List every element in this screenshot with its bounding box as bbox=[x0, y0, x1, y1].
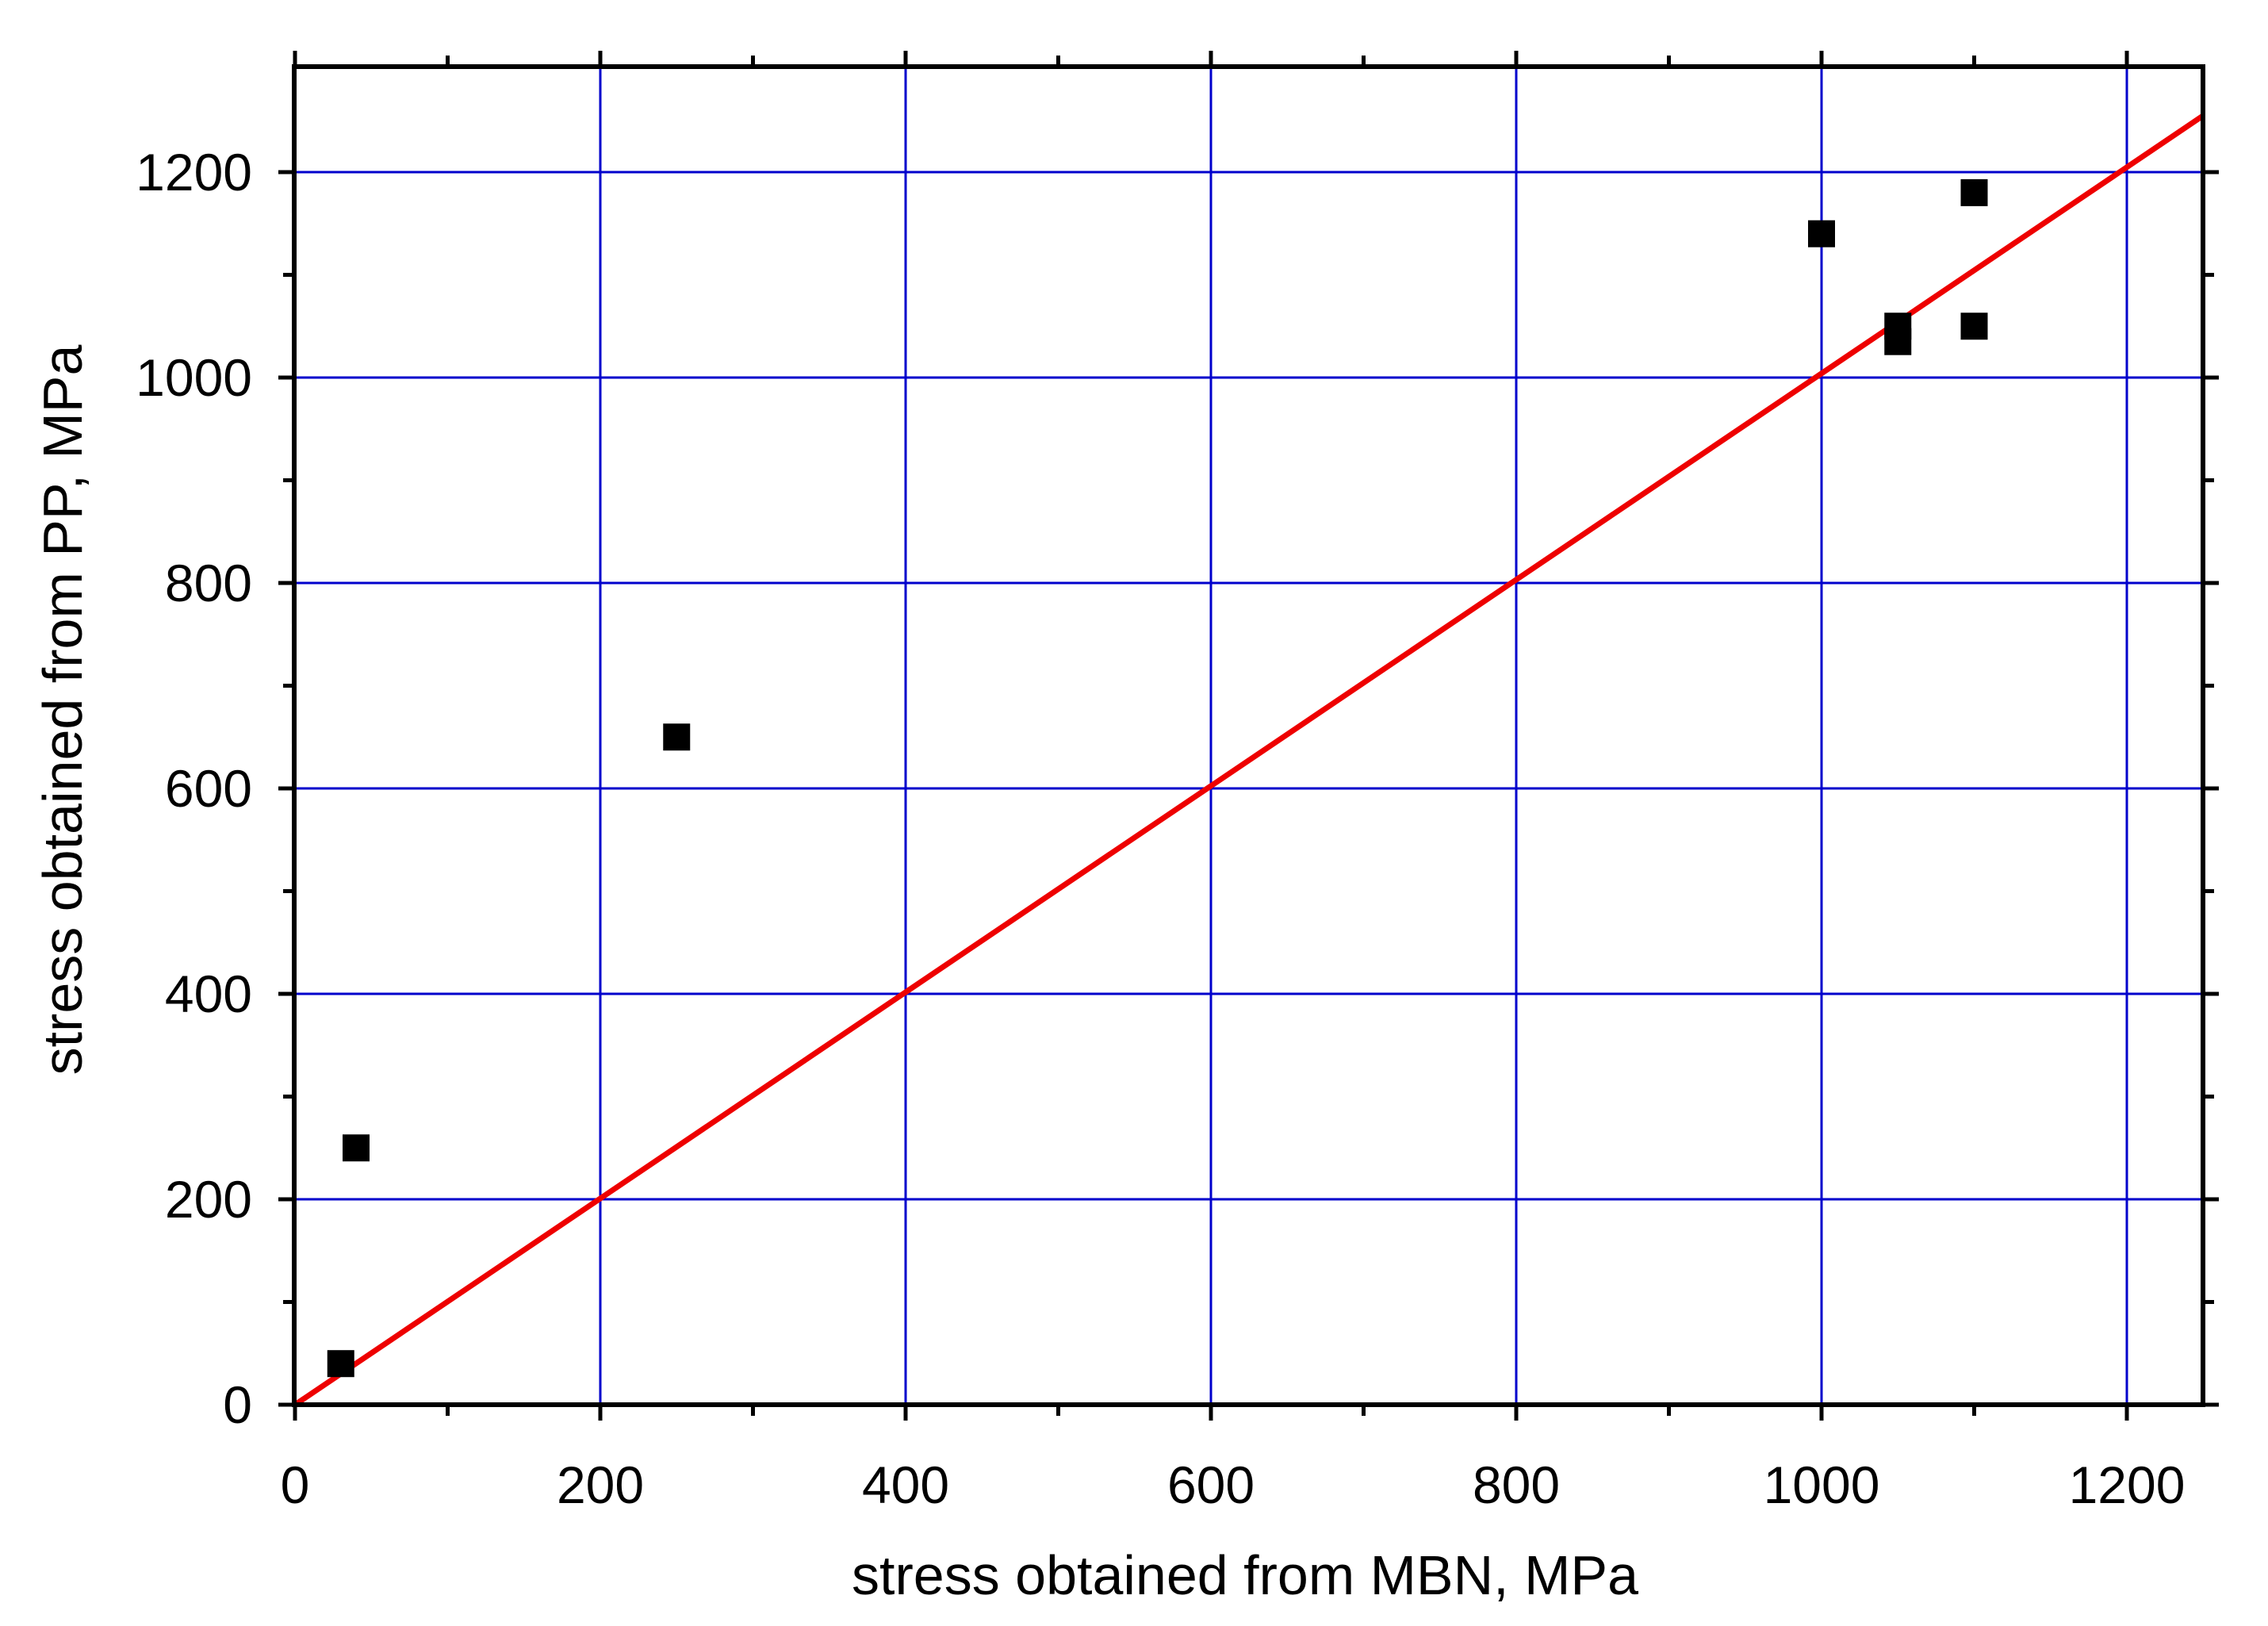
x-axis-label: stress obtained from MBN, MPa bbox=[852, 1544, 1638, 1606]
x-tick-labels: 0 200 400 600 800 1000 1200 bbox=[281, 1455, 2186, 1514]
y-tick-label: 200 bbox=[165, 1170, 252, 1229]
grid-lines bbox=[294, 67, 2203, 1405]
x-tick-label: 0 bbox=[281, 1455, 310, 1514]
fit-line bbox=[293, 113, 2205, 1407]
data-point bbox=[1884, 313, 1912, 340]
plot-frame bbox=[292, 64, 2205, 1407]
y-tick-label: 400 bbox=[165, 964, 252, 1023]
data-point bbox=[663, 723, 691, 751]
plot-series bbox=[293, 113, 2205, 1407]
y-tick-label: 800 bbox=[165, 554, 252, 612]
y-tick-labels: 0 200 400 600 800 1000 1200 bbox=[136, 143, 252, 1434]
x-tick-label: 800 bbox=[1473, 1455, 1560, 1514]
y-tick-label: 0 bbox=[223, 1375, 252, 1434]
x-tick-label: 600 bbox=[1167, 1455, 1255, 1514]
data-point bbox=[1960, 313, 1988, 340]
x-tick-label: 1200 bbox=[2069, 1455, 2186, 1514]
data-point bbox=[327, 1350, 354, 1378]
y-tick-label: 1200 bbox=[136, 143, 252, 201]
x-tick-label: 400 bbox=[862, 1455, 949, 1514]
y-axis-label: stress obtained from PP, MPa bbox=[32, 345, 94, 1076]
data-point bbox=[1960, 178, 1988, 206]
data-point bbox=[1808, 220, 1835, 247]
x-tick-label: 200 bbox=[557, 1455, 644, 1514]
x-tick-label: 1000 bbox=[1764, 1455, 1880, 1514]
y-tick-label: 600 bbox=[165, 759, 252, 818]
axis-ticks bbox=[278, 51, 2219, 1421]
y-tick-label: 1000 bbox=[136, 348, 252, 407]
data-point bbox=[343, 1134, 370, 1162]
